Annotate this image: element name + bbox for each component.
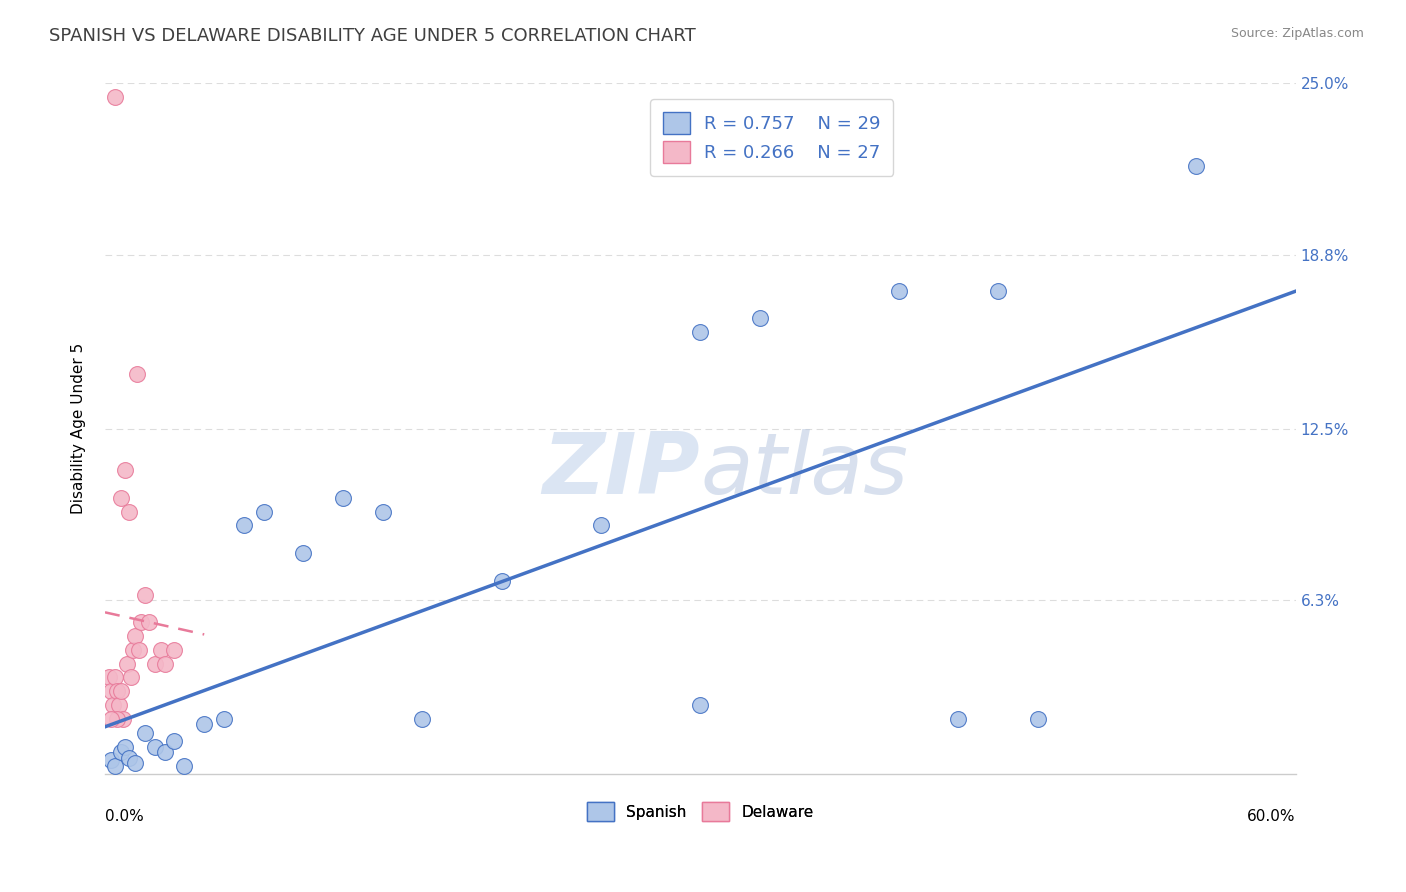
- Point: [111, 712, 134, 726]
- Point: [129, 615, 152, 630]
- Point: [371, 505, 394, 519]
- Point: [97, 670, 120, 684]
- Text: 0.0%: 0.0%: [105, 809, 143, 823]
- Point: [689, 698, 711, 712]
- Point: [120, 670, 142, 684]
- Text: ZIP: ZIP: [543, 429, 700, 512]
- Point: [591, 518, 613, 533]
- Point: [689, 325, 711, 339]
- Point: [153, 745, 176, 759]
- Legend: Spanish, Delaware: Spanish, Delaware: [579, 795, 821, 829]
- Point: [114, 739, 136, 754]
- Point: [104, 670, 127, 684]
- Point: [104, 90, 127, 104]
- Point: [128, 642, 150, 657]
- Point: [163, 734, 186, 748]
- Point: [232, 518, 254, 533]
- Point: [110, 491, 132, 505]
- Point: [110, 745, 132, 759]
- Text: 60.0%: 60.0%: [1247, 809, 1295, 823]
- Point: [134, 588, 156, 602]
- Point: [143, 739, 166, 754]
- Point: [149, 642, 172, 657]
- Point: [887, 284, 910, 298]
- Point: [134, 725, 156, 739]
- Point: [115, 657, 138, 671]
- Text: atlas: atlas: [700, 429, 908, 512]
- Text: Source: ZipAtlas.com: Source: ZipAtlas.com: [1230, 27, 1364, 40]
- Point: [100, 712, 122, 726]
- Point: [292, 546, 315, 560]
- Point: [108, 698, 131, 712]
- Point: [100, 753, 122, 767]
- Text: SPANISH VS DELAWARE DISABILITY AGE UNDER 5 CORRELATION CHART: SPANISH VS DELAWARE DISABILITY AGE UNDER…: [49, 27, 696, 45]
- Point: [1185, 159, 1208, 173]
- Point: [212, 712, 235, 726]
- Point: [121, 642, 143, 657]
- Point: [118, 505, 141, 519]
- Point: [124, 756, 146, 770]
- Point: [987, 284, 1010, 298]
- Point: [105, 712, 128, 726]
- Point: [143, 657, 166, 671]
- Point: [748, 311, 770, 326]
- Point: [124, 629, 146, 643]
- Point: [125, 367, 148, 381]
- Point: [948, 712, 970, 726]
- Point: [411, 712, 433, 726]
- Point: [138, 615, 160, 630]
- Point: [100, 684, 122, 698]
- Point: [114, 463, 136, 477]
- Point: [1026, 712, 1049, 726]
- Point: [491, 574, 513, 588]
- Point: [193, 717, 215, 731]
- Point: [332, 491, 354, 505]
- Point: [101, 698, 124, 712]
- Point: [253, 505, 276, 519]
- Point: [118, 750, 141, 764]
- Y-axis label: Disability Age Under 5: Disability Age Under 5: [72, 343, 86, 515]
- Point: [163, 642, 186, 657]
- Point: [104, 759, 127, 773]
- Point: [105, 684, 128, 698]
- Point: [173, 759, 195, 773]
- Point: [153, 657, 176, 671]
- Point: [110, 684, 132, 698]
